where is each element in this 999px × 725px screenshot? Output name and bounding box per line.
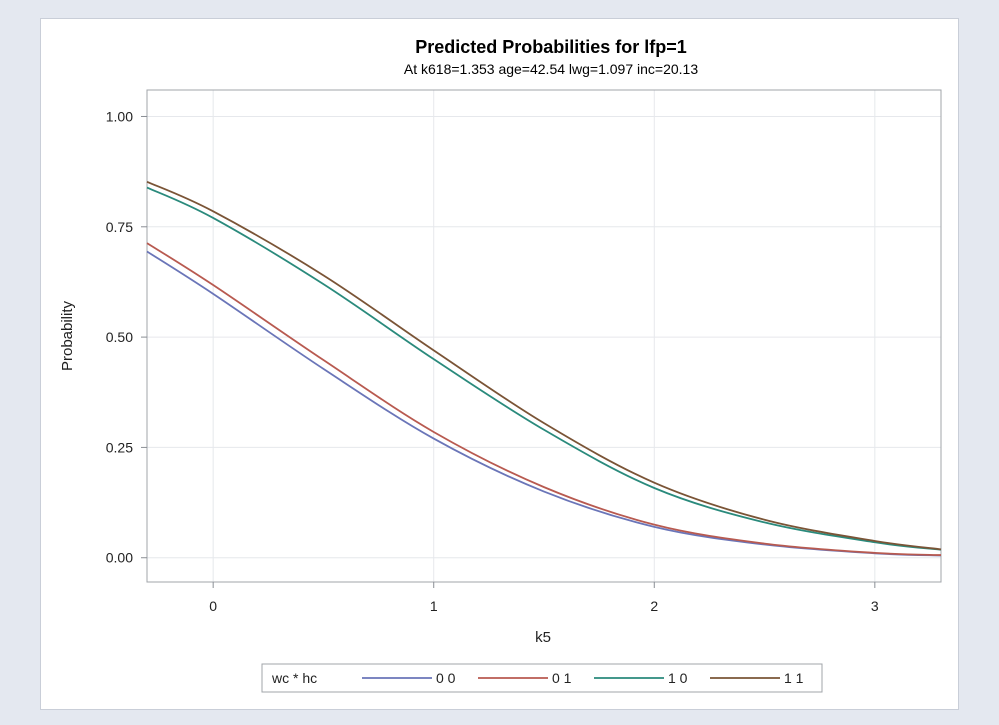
x-tick-label: 0 <box>209 598 217 614</box>
x-tick-label: 3 <box>871 598 879 614</box>
plot-frame <box>146 89 942 583</box>
legend-label: 0 0 <box>436 670 456 686</box>
y-tick-label: 0.00 <box>106 550 133 566</box>
y-axis-title: Probability <box>59 300 76 371</box>
grid-layer <box>147 90 941 582</box>
y-tick-label: 0.75 <box>106 219 133 235</box>
y-tick-label: 1.00 <box>106 108 133 124</box>
x-tick-label: 2 <box>650 598 658 614</box>
chart-panel <box>40 18 959 710</box>
legend-items: 0 0 0 1 1 0 1 1 <box>362 670 804 686</box>
legend: wc * hc 0 0 0 1 1 0 1 1 <box>261 663 823 693</box>
legend-title: wc * hc <box>271 670 317 686</box>
legend-label: 1 1 <box>784 670 804 686</box>
series-line-0-1 <box>146 242 942 556</box>
series-line-0-0 <box>146 250 942 557</box>
legend-label: 1 0 <box>668 670 688 686</box>
tick-layer: 0 1 2 3 0.00 0.25 0.50 0.75 1.00 <box>106 108 879 614</box>
series-line-1-0 <box>146 186 942 551</box>
x-tick-label: 1 <box>430 598 438 614</box>
x-axis-title: k5 <box>535 629 551 646</box>
series-line-1-1 <box>146 180 942 551</box>
chart-subtitle: At k618=1.353 age=42.54 lwg=1.097 inc=20… <box>404 61 698 77</box>
series-layer <box>146 180 942 557</box>
y-tick-label: 0.50 <box>106 329 133 345</box>
legend-label: 0 1 <box>552 670 572 686</box>
y-tick-label: 0.25 <box>106 439 133 455</box>
chart-title: Predicted Probabilities for lfp=1 <box>415 37 687 57</box>
